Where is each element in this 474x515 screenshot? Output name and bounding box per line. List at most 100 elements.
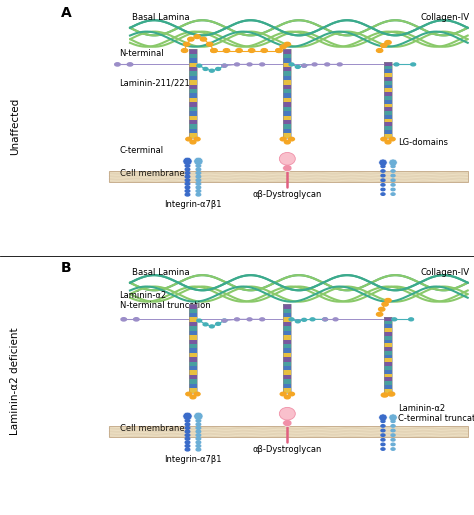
Circle shape (391, 430, 395, 432)
Circle shape (385, 141, 391, 144)
Text: Unaffected: Unaffected (10, 97, 20, 155)
Bar (283, 313, 292, 317)
Circle shape (280, 45, 286, 48)
Circle shape (196, 419, 201, 422)
Bar (283, 331, 292, 335)
Circle shape (196, 190, 201, 193)
Bar (384, 77, 392, 81)
Text: C-terminal: C-terminal (119, 146, 164, 156)
Bar (384, 317, 392, 320)
Circle shape (185, 190, 190, 193)
Text: Basal Lamina: Basal Lamina (132, 13, 190, 22)
Bar (189, 49, 197, 138)
Bar (283, 366, 292, 370)
Bar (384, 366, 392, 370)
Circle shape (207, 42, 213, 46)
Bar (384, 317, 392, 392)
Circle shape (381, 184, 385, 186)
Circle shape (185, 182, 190, 185)
Circle shape (276, 48, 282, 53)
Circle shape (381, 179, 385, 181)
Circle shape (295, 320, 300, 323)
Text: Laminin-α2 deficient: Laminin-α2 deficient (10, 328, 20, 435)
Bar (189, 115, 197, 120)
Bar (189, 72, 197, 76)
Circle shape (196, 179, 201, 182)
Circle shape (391, 193, 395, 195)
Circle shape (210, 325, 214, 328)
Bar (384, 89, 392, 92)
Circle shape (196, 437, 201, 440)
Circle shape (381, 443, 385, 445)
Bar (283, 72, 292, 76)
Bar (283, 362, 292, 366)
Bar (189, 76, 197, 80)
Text: Laminin-211/221: Laminin-211/221 (119, 78, 190, 87)
Bar (283, 89, 292, 93)
Bar (384, 328, 392, 332)
Circle shape (260, 63, 264, 66)
Circle shape (223, 48, 229, 53)
Circle shape (381, 439, 385, 441)
Circle shape (235, 318, 239, 321)
Text: αβ-Dystroglycan: αβ-Dystroglycan (253, 190, 322, 199)
Bar (189, 67, 197, 72)
Circle shape (185, 437, 190, 440)
Ellipse shape (194, 157, 203, 165)
Circle shape (391, 188, 395, 191)
Bar (283, 76, 292, 80)
Circle shape (194, 35, 201, 39)
Bar (189, 370, 197, 375)
Bar (283, 335, 292, 339)
Circle shape (295, 65, 300, 68)
Bar (384, 130, 392, 134)
Circle shape (128, 63, 133, 66)
Circle shape (196, 182, 201, 185)
Text: N-terminal: N-terminal (119, 49, 164, 58)
Bar (384, 332, 392, 336)
Circle shape (381, 165, 385, 167)
Circle shape (182, 48, 188, 53)
Bar (189, 313, 197, 317)
Bar (189, 111, 197, 115)
Bar (384, 107, 392, 111)
Bar (189, 133, 197, 138)
Bar (109, 171, 468, 182)
Circle shape (185, 186, 190, 189)
Bar (384, 115, 392, 118)
Bar (384, 66, 392, 70)
Circle shape (289, 318, 294, 321)
Bar (283, 58, 292, 62)
Circle shape (391, 425, 395, 427)
Bar (283, 120, 292, 124)
Circle shape (391, 434, 395, 436)
Circle shape (381, 193, 385, 195)
Bar (283, 49, 292, 54)
Bar (283, 353, 292, 357)
Ellipse shape (283, 420, 292, 426)
Circle shape (381, 138, 387, 141)
Circle shape (185, 175, 190, 178)
Circle shape (310, 318, 315, 321)
Text: Basal Lamina: Basal Lamina (132, 268, 190, 277)
Circle shape (196, 193, 201, 196)
Circle shape (188, 37, 194, 41)
Bar (384, 134, 392, 138)
Ellipse shape (379, 414, 387, 421)
Circle shape (280, 392, 286, 396)
Bar (283, 54, 292, 58)
Bar (384, 100, 392, 104)
Bar (384, 344, 392, 347)
Circle shape (196, 430, 201, 433)
Bar (189, 62, 197, 67)
Circle shape (222, 64, 227, 67)
Bar (283, 344, 292, 348)
Circle shape (289, 63, 294, 66)
Circle shape (260, 318, 264, 321)
Circle shape (190, 141, 196, 144)
Circle shape (197, 319, 201, 322)
Ellipse shape (183, 412, 192, 420)
Bar (283, 339, 292, 344)
Bar (283, 80, 292, 84)
Circle shape (185, 426, 190, 430)
